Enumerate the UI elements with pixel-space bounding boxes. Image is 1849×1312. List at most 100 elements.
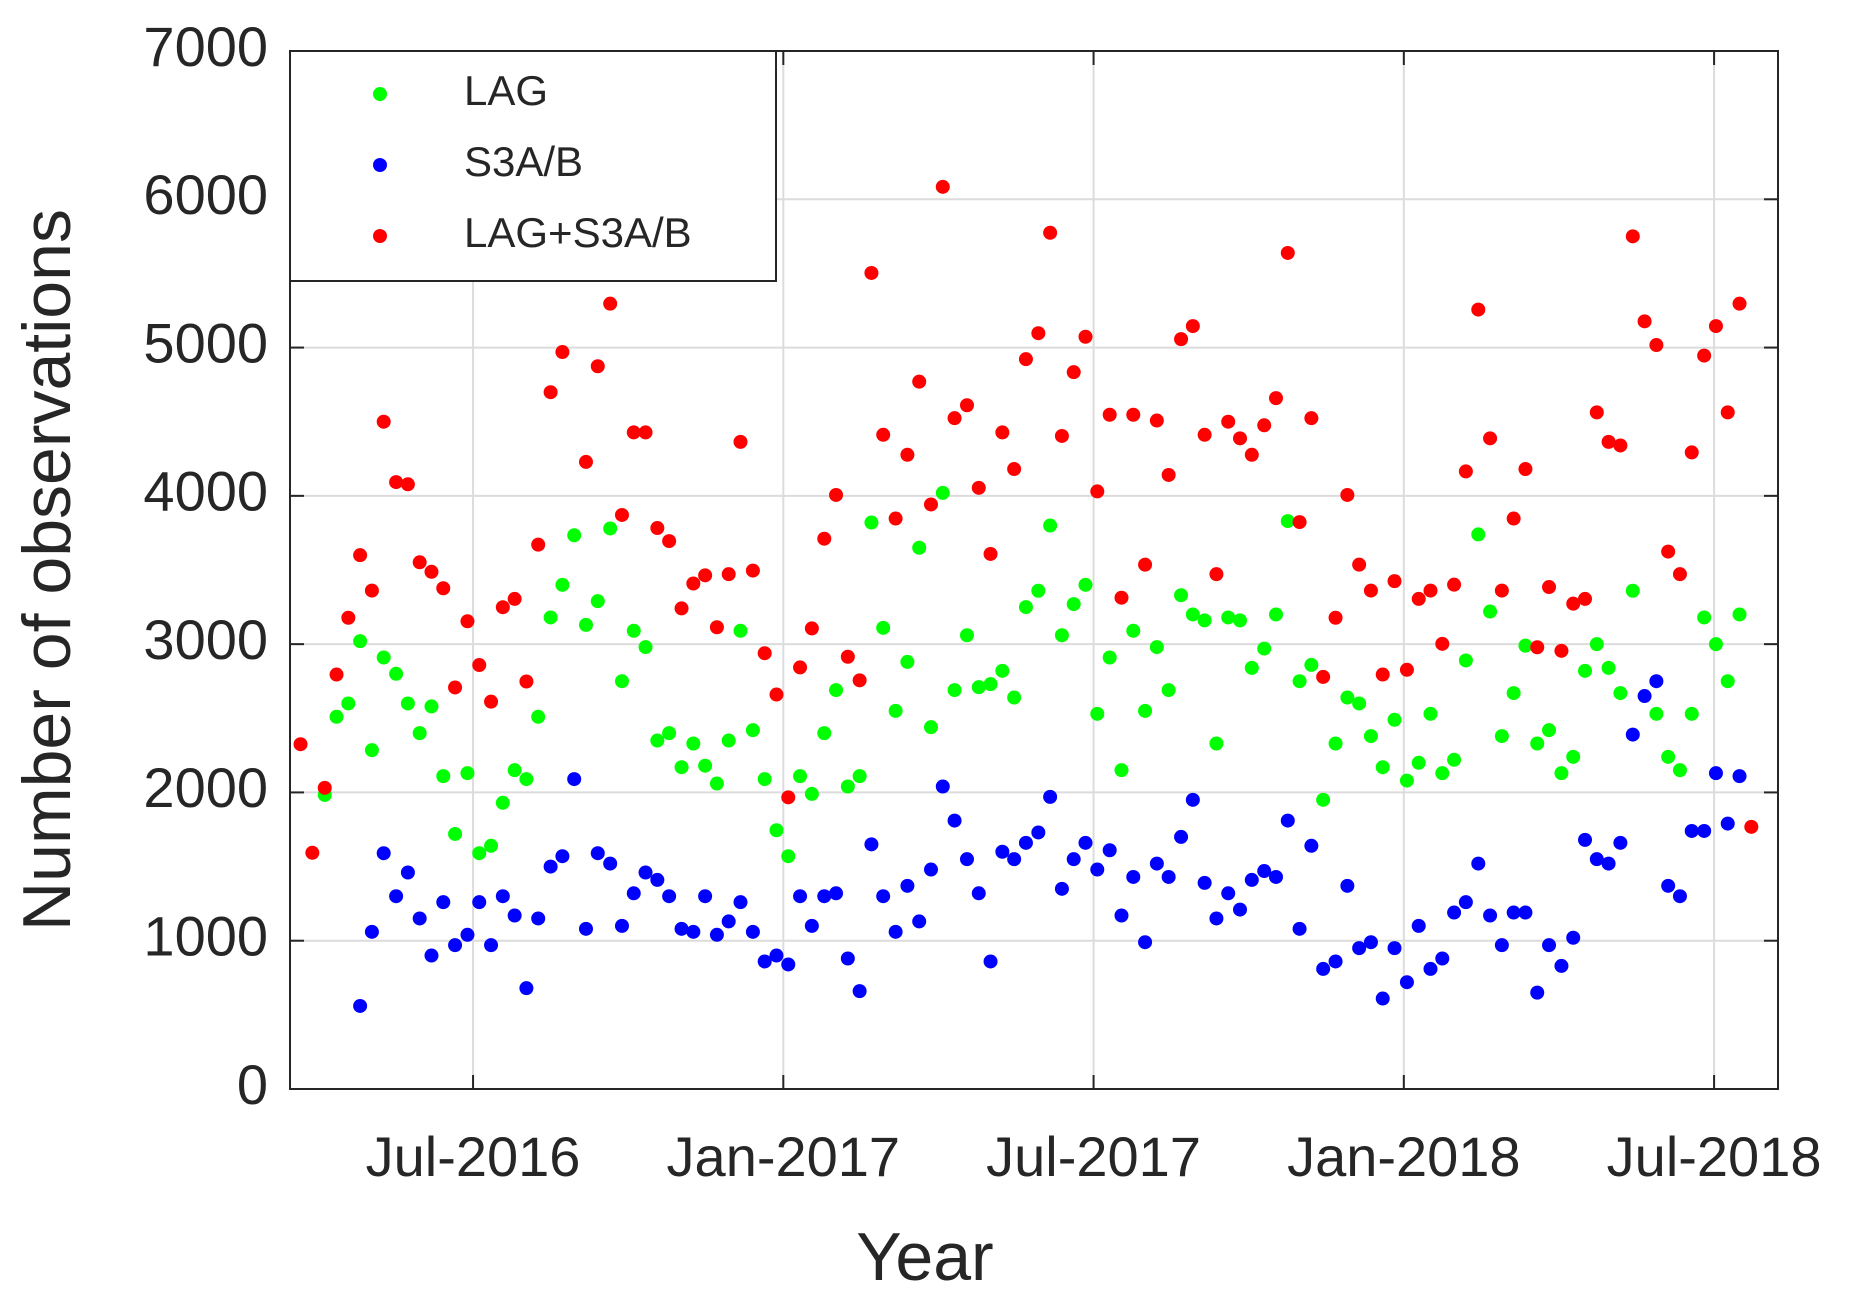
data-point (1399, 773, 1414, 788)
data-point (1411, 755, 1426, 770)
data-point (1352, 557, 1367, 572)
data-point (436, 769, 451, 784)
data-point (376, 846, 391, 861)
data-point (1471, 527, 1486, 542)
data-point (1197, 875, 1212, 890)
data-point (341, 610, 356, 625)
data-point (400, 696, 415, 711)
data-point (804, 621, 819, 636)
data-point (293, 737, 308, 752)
data-point (1566, 749, 1581, 764)
data-point (1007, 462, 1022, 477)
data-point (1506, 905, 1521, 920)
data-point (578, 921, 593, 936)
data-point (1043, 518, 1058, 533)
data-point (495, 600, 510, 615)
legend-label: LAG+S3A/B (464, 209, 692, 256)
data-point (1672, 763, 1687, 778)
data-point (614, 507, 629, 522)
data-point (448, 680, 463, 695)
data-point (1494, 583, 1509, 598)
data-point (1328, 954, 1343, 969)
data-point (507, 591, 522, 606)
data-point (1720, 816, 1735, 831)
data-point (1661, 878, 1676, 893)
data-point (1197, 427, 1212, 442)
x-tick-label: Jul-2017 (986, 1125, 1201, 1188)
data-point (1483, 431, 1498, 446)
data-point (971, 480, 986, 495)
data-point (484, 838, 499, 853)
data-point (412, 555, 427, 570)
data-point (1399, 662, 1414, 677)
data-point (1601, 856, 1616, 871)
data-point (1542, 580, 1557, 595)
data-point (1613, 835, 1628, 850)
data-point (781, 957, 796, 972)
data-point (1375, 991, 1390, 1006)
data-point (1114, 763, 1129, 778)
data-point (1554, 958, 1569, 973)
data-point (721, 733, 736, 748)
data-point (1352, 941, 1367, 956)
data-point (674, 921, 689, 936)
data-point (829, 487, 844, 502)
data-point (829, 886, 844, 901)
data-point (460, 766, 475, 781)
data-point (1209, 911, 1224, 926)
data-point (1149, 856, 1164, 871)
legend-label: LAG (464, 67, 548, 114)
data-point (1185, 607, 1200, 622)
data-point (1149, 640, 1164, 655)
x-axis-title: Year (856, 1219, 993, 1295)
data-point (1661, 749, 1676, 764)
data-point (757, 646, 772, 661)
data-point (900, 447, 915, 462)
data-point (389, 666, 404, 681)
data-point (852, 769, 867, 784)
data-point (1471, 302, 1486, 317)
data-point (1684, 445, 1699, 460)
data-point (555, 577, 570, 592)
data-point (567, 528, 582, 543)
data-point (590, 359, 605, 374)
data-point (852, 984, 867, 999)
data-point (1233, 902, 1248, 917)
data-point (1530, 736, 1545, 751)
data-point (1601, 434, 1616, 449)
data-point (900, 654, 915, 669)
data-point (983, 954, 998, 969)
data-point (745, 723, 760, 738)
data-point (1114, 908, 1129, 923)
data-point (1292, 674, 1307, 689)
data-point (804, 786, 819, 801)
data-point (888, 511, 903, 526)
data-point (745, 563, 760, 578)
data-point (793, 769, 808, 784)
data-point (424, 699, 439, 714)
data-point (364, 743, 379, 758)
data-point (1304, 657, 1319, 672)
data-point (329, 709, 344, 724)
legend-marker (373, 229, 387, 243)
data-point (1649, 674, 1664, 689)
data-point (935, 485, 950, 500)
x-tick-label: Jan-2017 (667, 1125, 901, 1188)
data-point (1066, 597, 1081, 612)
data-point (389, 475, 404, 490)
legend-box (289, 50, 777, 282)
data-point (1161, 869, 1176, 884)
data-point (626, 886, 641, 901)
data-point (864, 837, 879, 852)
data-point (1732, 769, 1747, 784)
data-point (709, 776, 724, 791)
data-point (1018, 600, 1033, 615)
data-point (448, 938, 463, 953)
data-point (1684, 706, 1699, 721)
data-point (412, 726, 427, 741)
plot-frame (289, 50, 1779, 1090)
data-point (1078, 835, 1093, 850)
data-point (1387, 712, 1402, 727)
data-point (638, 640, 653, 655)
data-point (1221, 610, 1236, 625)
